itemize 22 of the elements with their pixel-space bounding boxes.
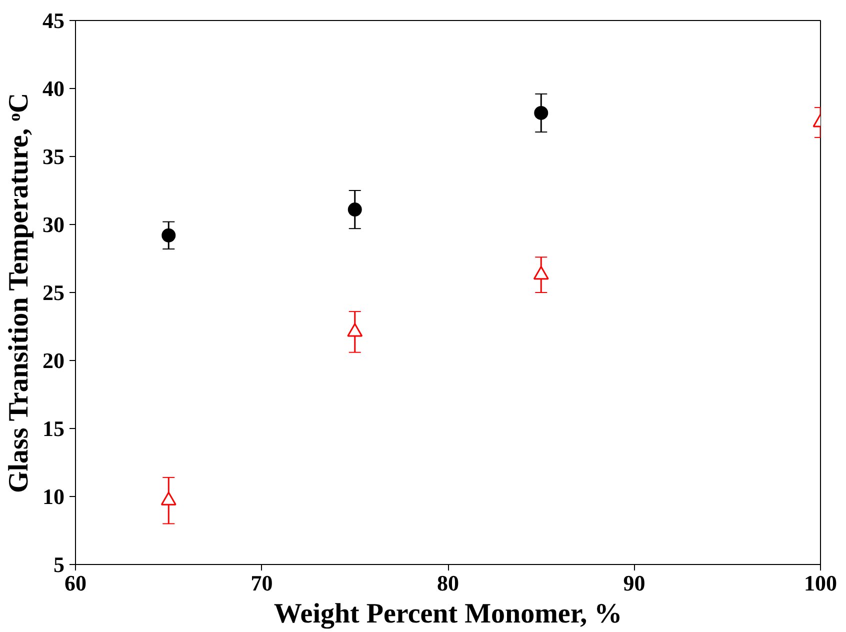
point — [348, 202, 362, 217]
y-tick-label: 25 — [42, 280, 64, 305]
x-tick-label: 100 — [804, 570, 837, 596]
y-tick-label: 30 — [42, 212, 64, 237]
y-tick-label: 15 — [42, 416, 64, 441]
y-axis-title: Glass Transition Temperature, ᵒC — [4, 92, 34, 494]
x-axis-title: Weight Percent Monomer, % — [274, 598, 622, 630]
point — [347, 323, 363, 337]
y-tick-label: 5 — [54, 552, 64, 577]
x-tick-label: 80 — [437, 570, 459, 596]
point — [162, 228, 176, 242]
x-tick-label: 70 — [250, 570, 273, 596]
x-tick-label: 60 — [64, 570, 86, 596]
y-tick-label: 40 — [42, 76, 64, 101]
point — [533, 266, 549, 280]
x-tick-label: 90 — [623, 570, 646, 596]
y-tick-label: 45 — [42, 8, 64, 33]
point — [160, 492, 176, 506]
y-tick-label: 10 — [42, 484, 64, 509]
y-tick-label: 20 — [42, 348, 64, 373]
point — [534, 106, 548, 120]
y-tick-label: 35 — [42, 144, 64, 169]
